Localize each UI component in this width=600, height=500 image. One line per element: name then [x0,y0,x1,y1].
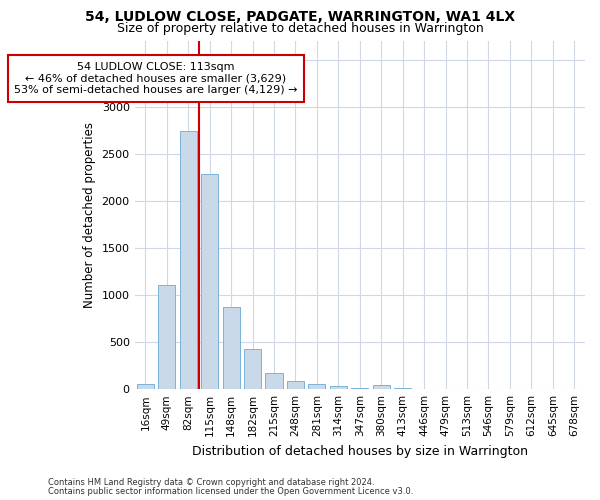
Bar [265,372,283,389]
Bar [351,388,368,389]
Bar [201,174,218,389]
Text: Contains public sector information licensed under the Open Government Licence v3: Contains public sector information licen… [48,486,413,496]
Bar [373,385,390,389]
Bar [330,386,347,389]
Text: 54 LUDLOW CLOSE: 113sqm
← 46% of detached houses are smaller (3,629)
53% of semi: 54 LUDLOW CLOSE: 113sqm ← 46% of detache… [14,62,298,95]
Bar [394,388,411,389]
X-axis label: Distribution of detached houses by size in Warrington: Distribution of detached houses by size … [192,444,528,458]
Text: Contains HM Land Registry data © Crown copyright and database right 2024.: Contains HM Land Registry data © Crown c… [48,478,374,487]
Bar [158,284,175,389]
Y-axis label: Number of detached properties: Number of detached properties [83,122,96,308]
Text: Size of property relative to detached houses in Warrington: Size of property relative to detached ho… [116,22,484,35]
Bar [244,349,261,389]
Bar [287,380,304,389]
Bar [223,308,239,389]
Bar [137,384,154,389]
Text: 54, LUDLOW CLOSE, PADGATE, WARRINGTON, WA1 4LX: 54, LUDLOW CLOSE, PADGATE, WARRINGTON, W… [85,10,515,24]
Bar [179,132,197,389]
Bar [308,384,325,389]
